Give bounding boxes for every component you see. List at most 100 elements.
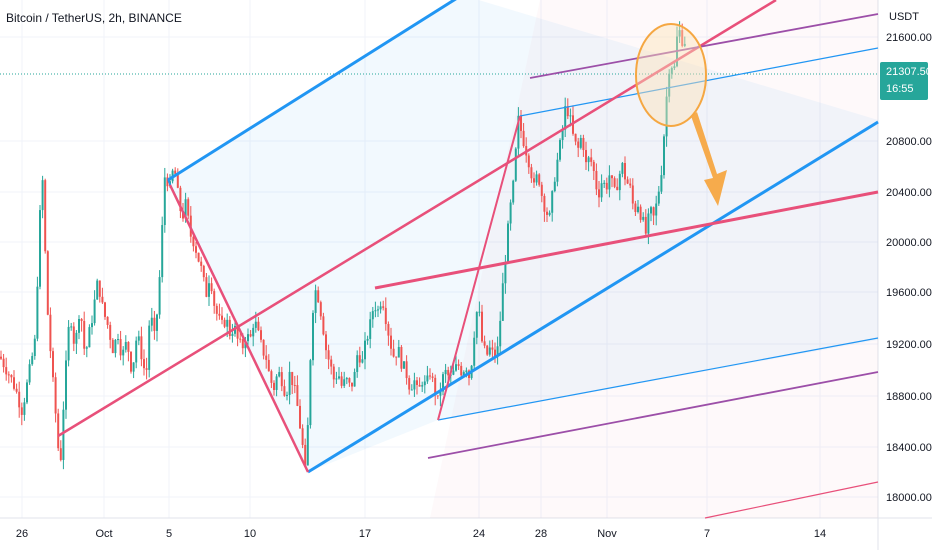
candle-body xyxy=(122,349,125,356)
price-tick-label: 20800.00 xyxy=(886,136,932,148)
candle-body xyxy=(670,68,673,74)
candle-body xyxy=(249,334,252,337)
candle-body xyxy=(504,261,507,284)
candle-body xyxy=(104,302,106,317)
candle-body xyxy=(639,206,642,220)
candle-body xyxy=(314,290,317,313)
candle-body xyxy=(629,183,632,186)
candle-body xyxy=(683,43,686,46)
candle-body xyxy=(262,339,265,356)
candle-body xyxy=(660,175,663,192)
candle-body xyxy=(299,405,301,429)
candle-body xyxy=(452,370,455,375)
candle-body xyxy=(556,159,559,182)
candle-body xyxy=(13,377,15,389)
candle-body xyxy=(431,376,434,378)
blue-pitchfork-fill xyxy=(168,0,878,472)
candle-body xyxy=(678,30,681,37)
candle-body xyxy=(390,335,392,349)
candle-body xyxy=(143,359,145,369)
down-arrow xyxy=(691,112,727,206)
candle-body xyxy=(673,66,676,69)
candle-body xyxy=(200,261,203,266)
candle-body xyxy=(156,314,158,331)
candle-body xyxy=(72,326,75,344)
candle-body xyxy=(423,381,426,386)
time-tick-label: Nov xyxy=(597,528,617,540)
candle-body xyxy=(353,371,356,387)
candle-body xyxy=(603,182,606,184)
candle-body xyxy=(80,319,83,321)
candle-body xyxy=(340,376,343,386)
candle-body xyxy=(23,402,26,415)
candle-body xyxy=(655,203,658,216)
candle-body xyxy=(213,291,216,306)
candle-body xyxy=(530,167,533,179)
candle-body xyxy=(252,327,255,337)
candle-body xyxy=(93,299,96,324)
candle-body xyxy=(644,216,647,234)
candle-body xyxy=(574,133,577,142)
candle-body xyxy=(2,358,5,368)
candle-body xyxy=(351,382,353,387)
candle-body xyxy=(400,346,403,369)
candle-body xyxy=(83,320,86,349)
candle-body xyxy=(577,141,580,148)
purple-upper-line xyxy=(529,13,879,79)
candle-body xyxy=(111,339,114,354)
candle-body xyxy=(462,372,465,376)
candle-body xyxy=(418,384,421,387)
candle-body xyxy=(137,336,140,341)
candle-body xyxy=(31,356,34,365)
price-tick-label: 18000.00 xyxy=(886,492,932,504)
candle-body xyxy=(309,360,312,426)
candle-body xyxy=(67,326,70,361)
candle-body xyxy=(429,375,431,377)
candle-body xyxy=(626,179,629,184)
candle-body xyxy=(356,355,359,372)
candle-body xyxy=(317,290,320,303)
pink-lower-parallel xyxy=(704,481,879,519)
time-axis[interactable]: 26 Oct 5 10 17 24 28 Nov 7 14 xyxy=(16,528,826,540)
candle-body xyxy=(215,305,218,314)
last-price-value: 21307.50 xyxy=(886,66,932,78)
candle-body xyxy=(174,170,177,174)
candle-body xyxy=(447,369,450,376)
candle-body xyxy=(501,283,504,321)
candle-body xyxy=(325,334,327,351)
candle-body xyxy=(605,182,608,190)
candle-body xyxy=(507,223,509,262)
candle-body xyxy=(473,337,476,366)
candle-body xyxy=(608,175,611,190)
candle-body xyxy=(236,325,239,339)
candle-countdown: 16:55 xyxy=(886,83,914,95)
candle-body xyxy=(176,173,179,188)
candle-body xyxy=(566,106,569,117)
candle-body xyxy=(301,428,304,445)
candle-body xyxy=(561,129,564,141)
candle-body xyxy=(343,379,346,386)
candle-body xyxy=(522,130,525,147)
candle-body xyxy=(106,316,109,325)
candle-body xyxy=(140,336,143,360)
price-axis[interactable]: 21600.00 20800.00 20400.00 20000.00 19600.00… xyxy=(886,11,932,504)
candle-body xyxy=(548,212,551,215)
candle-body xyxy=(377,309,379,311)
candle-body xyxy=(512,180,515,203)
candle-body xyxy=(296,385,299,406)
candle-body xyxy=(197,252,200,262)
candle-body xyxy=(306,425,309,466)
time-tick-label: 17 xyxy=(359,528,371,540)
candle-body xyxy=(611,175,613,179)
candle-body xyxy=(621,163,624,174)
candle-body xyxy=(384,307,387,325)
candle-body xyxy=(538,174,541,185)
candle-body xyxy=(62,409,65,460)
candle-body xyxy=(260,330,262,340)
pink-swing-leg xyxy=(168,184,310,473)
candle-body xyxy=(322,316,325,335)
candle-body xyxy=(668,73,671,97)
